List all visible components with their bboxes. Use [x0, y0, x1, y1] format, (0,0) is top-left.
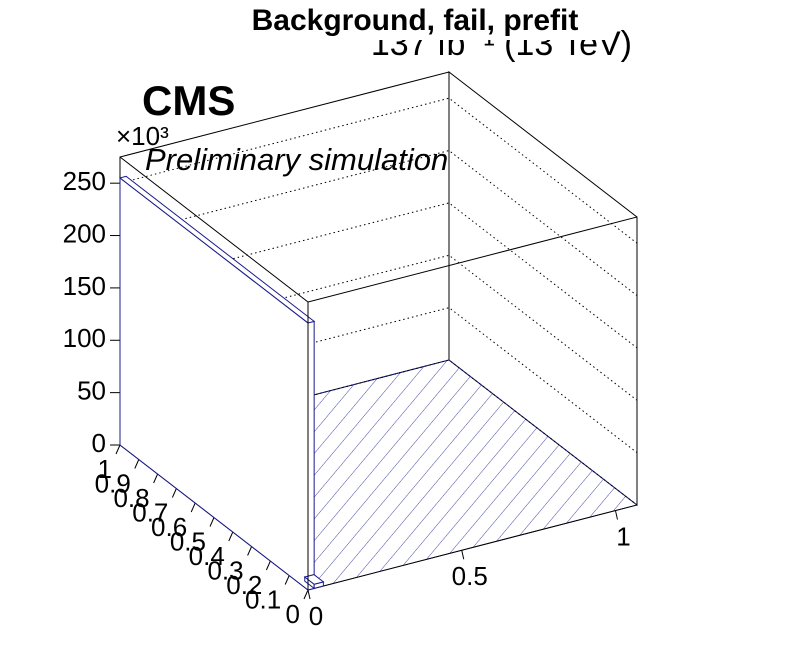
x-tick: [461, 550, 465, 560]
plot-area: 05010015020025000.10.20.30.40.50.60.70.8…: [63, 70, 638, 631]
y-tick-label: 0.4: [189, 541, 225, 571]
z-tick-label: 250: [63, 166, 106, 196]
bar: [118, 175, 316, 592]
y-tick: [265, 560, 271, 571]
x-axis: [307, 504, 638, 591]
y-tick: [284, 575, 290, 585]
x-tick-label: 1: [616, 521, 630, 551]
y-tick: [303, 589, 309, 600]
chart-title: Background, fail, prefit: [252, 4, 579, 37]
z-multiplier: ×10³: [116, 121, 169, 151]
y-tick: [228, 531, 234, 542]
x-tick-label: 0: [309, 601, 323, 631]
y-tick: [134, 459, 140, 469]
bar-top: [118, 175, 316, 324]
y-tick-label: 0.9: [95, 468, 131, 498]
y-tick: [115, 444, 121, 455]
y-tick-label: 0.2: [226, 570, 262, 600]
x-tick: [614, 510, 618, 520]
x-tick-label: 0.5: [452, 561, 488, 591]
y-tick: [171, 488, 177, 498]
z-tick-label: 0: [92, 428, 106, 458]
bar-side: [119, 176, 309, 592]
grid-line: [119, 97, 638, 244]
z-tick-label: 50: [77, 376, 106, 406]
z-tick-label: 150: [63, 271, 106, 301]
status-label: Preliminary simulation: [145, 142, 448, 177]
title-box: [222, 2, 612, 40]
y-tick-label: 0.6: [151, 512, 187, 542]
y-tick: [190, 502, 196, 513]
frame-edge: [119, 156, 309, 303]
y-tick-label: 0: [286, 599, 300, 629]
z-tick-label: 200: [63, 218, 106, 248]
y-tick-label: 0.5: [170, 526, 206, 556]
y-tick-label: 0.8: [113, 483, 149, 513]
y-tick-label: 0.7: [132, 497, 168, 527]
y-tick-label: 0.3: [207, 555, 243, 585]
cms-label: CMS: [142, 77, 235, 124]
z-tick-label: 100: [63, 323, 106, 353]
y-tick: [247, 546, 253, 556]
x-tick: [307, 589, 311, 600]
grid-line: [119, 150, 638, 296]
y-tick-label: 0.1: [245, 584, 281, 614]
y-tick-label: 1: [98, 454, 112, 484]
y-tick: [209, 517, 215, 527]
bar-front: [307, 320, 315, 591]
y-tick: [153, 473, 159, 484]
